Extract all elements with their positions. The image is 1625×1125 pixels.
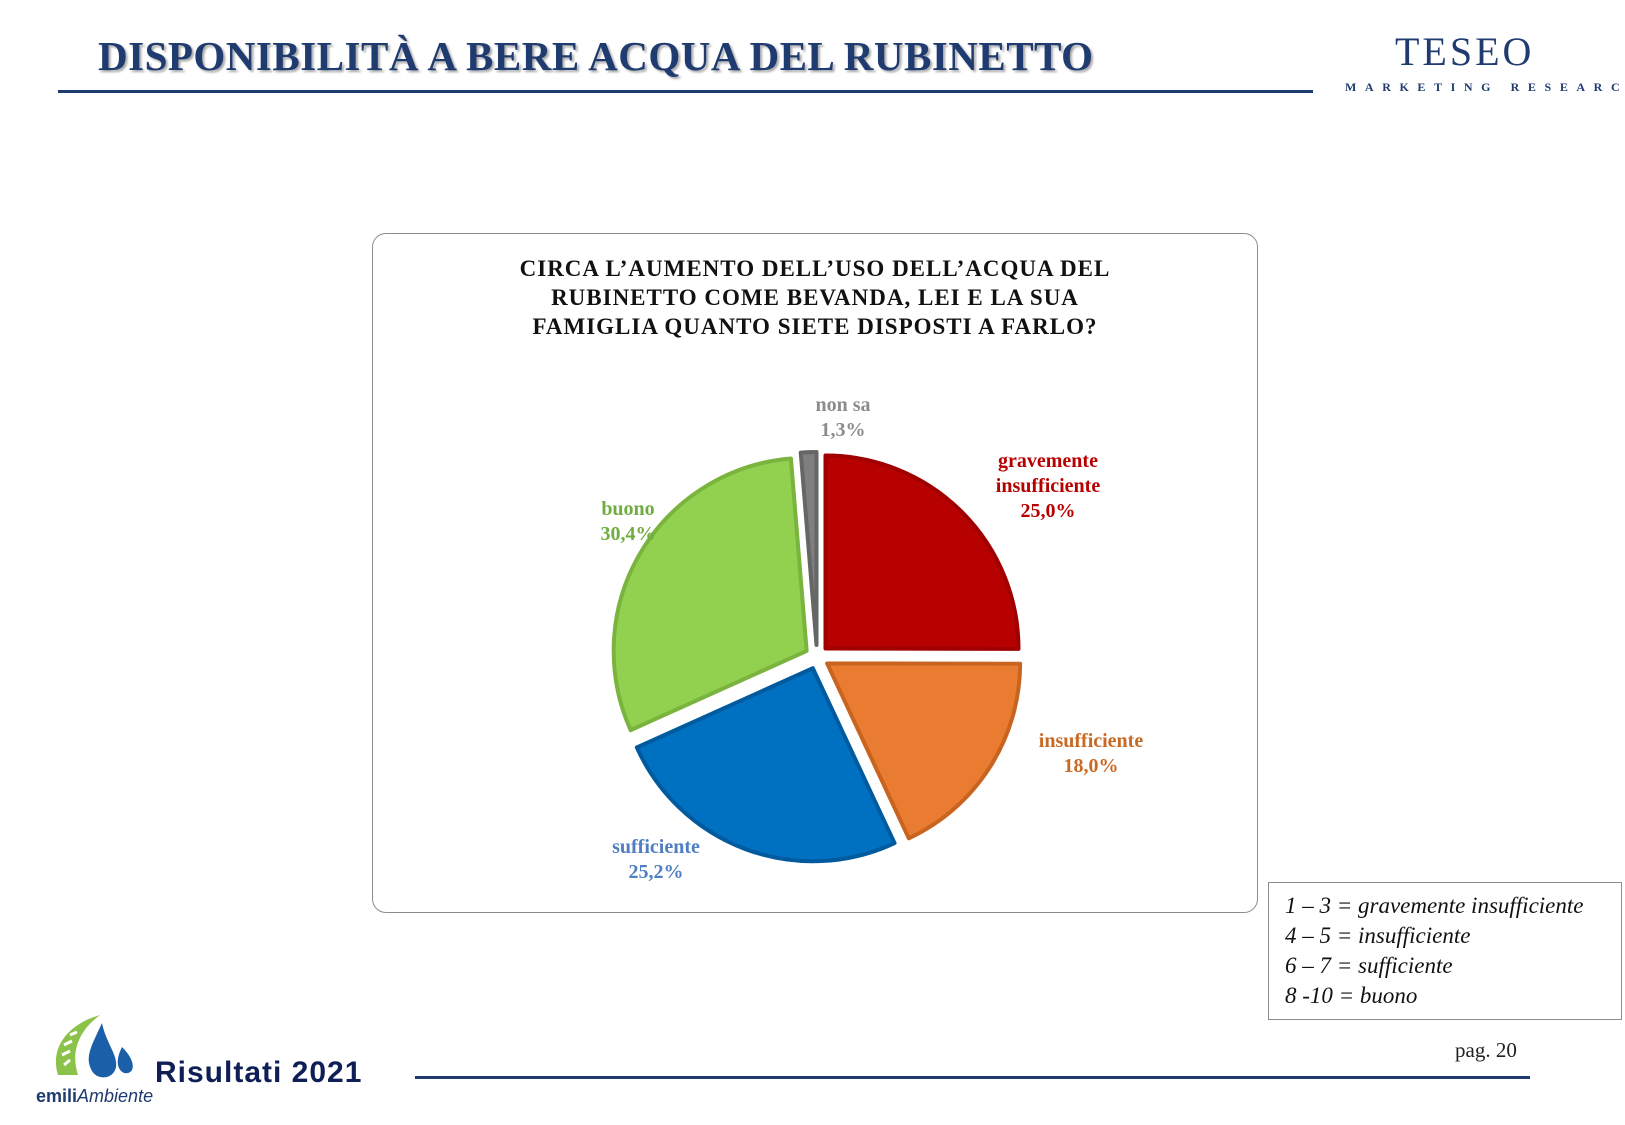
slice-label-gravemente-insufficiente: gravemente insufficiente 25,0%	[996, 450, 1101, 522]
pie-slice-gravemente-insufficiente	[823, 453, 1021, 651]
chart-title: CIRCA L’AUMENTO DELL’USO DELL’ACQUA DEL …	[373, 254, 1257, 341]
emiliambiente-logo-icon	[55, 1015, 133, 1078]
title-rule	[58, 90, 1313, 93]
slice-label-sufficiente: sufficiente 25,2%	[612, 836, 700, 883]
pie-chart: gravemente insufficiente 25,0% insufficient…	[601, 394, 1144, 883]
chart-title-line: CIRCA L’AUMENTO DELL’USO DELL’ACQUA DEL	[519, 256, 1111, 281]
pie-slice-insufficiente	[825, 661, 1023, 841]
pie-slice-non-sa	[798, 450, 819, 648]
slide-title: DISPONIBILITÀ A BERE ACQUA DEL RUBINETTO	[98, 33, 1094, 79]
logo-wordmark: emiliAmbiente	[36, 1086, 153, 1107]
scale-legend: 1 – 3 = gravemente insufficiente 4 – 5 =…	[1268, 882, 1622, 1020]
logo-wordmark-italic: Ambiente	[77, 1086, 154, 1106]
slice-label-insufficiente: insufficiente 18,0%	[1039, 730, 1144, 777]
legend-line: 4 – 5 = insufficiente	[1285, 923, 1471, 948]
chart-title-line: FAMIGLIA QUANTO SIETE DISPOSTI A FARLO?	[532, 314, 1098, 339]
slice-label-non-sa: non sa 1,3%	[815, 394, 870, 441]
footer-rule	[415, 1076, 1530, 1079]
pie-slice-buono	[611, 456, 809, 733]
page-number: pag. 20	[1455, 1038, 1517, 1062]
chart-panel: CIRCA L’AUMENTO DELL’USO DELL’ACQUA DEL …	[372, 233, 1258, 913]
slice-label-buono: buono 30,4%	[601, 498, 656, 545]
brand-subtitle: MARKETING RESEARCH	[1345, 80, 1625, 94]
footer-label: Risultati 2021	[155, 1056, 363, 1089]
logo-wordmark-bold: emili	[36, 1086, 78, 1106]
legend-line: 8 -10 = buono	[1285, 983, 1418, 1008]
chart-title-line: RUBINETTO COME BEVANDA, LEI E LA SUA	[551, 285, 1079, 310]
pie-slice-sufficiente	[634, 666, 897, 864]
legend-line: 1 – 3 = gravemente insufficiente	[1285, 893, 1584, 918]
legend-line: 6 – 7 = sufficiente	[1285, 953, 1453, 978]
brand-name: TESEO	[1395, 29, 1535, 74]
